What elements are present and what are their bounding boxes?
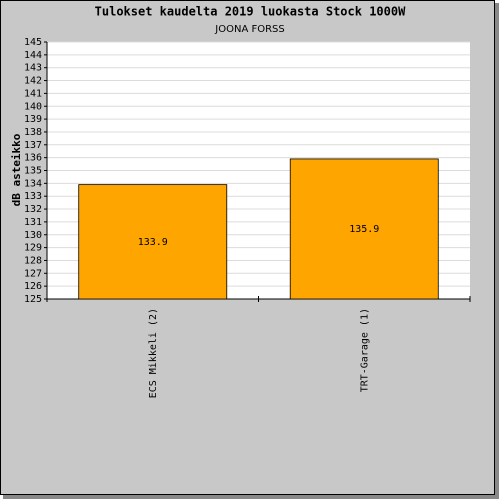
y-tick-label: 125	[24, 294, 42, 305]
y-tick-label: 138	[24, 127, 42, 138]
y-tick-label: 135	[24, 166, 42, 177]
y-tick-label: 140	[24, 101, 42, 112]
y-tick-label: 128	[24, 255, 42, 266]
y-tick-label: 131	[24, 217, 42, 228]
y-tick-label: 129	[24, 243, 42, 254]
y-tick-label: 143	[24, 63, 42, 74]
y-tick-label: 126	[24, 281, 42, 292]
y-tick-label: 142	[24, 76, 42, 87]
y-tick-label: 139	[24, 114, 42, 125]
y-tick-label: 137	[24, 140, 42, 151]
y-tick-label: 132	[24, 204, 42, 215]
bar	[289, 158, 439, 300]
bar	[78, 184, 228, 300]
y-tick-label: 130	[24, 230, 42, 241]
y-tick-label: 134	[24, 178, 42, 189]
x-tick-label: TRT-Garage (1)	[359, 308, 370, 392]
x-tick-label: ECS Mikkeli (2)	[148, 308, 159, 398]
y-tick-label: 127	[24, 268, 42, 279]
chart-subtitle: JOONA FORSS	[214, 24, 284, 35]
y-axis-label: dB asteikko	[10, 133, 23, 206]
y-tick-label: 136	[24, 153, 42, 164]
y-tick-label: 133	[24, 191, 42, 202]
y-tick-label: 144	[24, 50, 42, 61]
y-tick-label: 141	[24, 88, 42, 99]
value-label: 133.9	[138, 237, 168, 248]
y-tick-label: 145	[24, 37, 42, 48]
value-label: 135.9	[349, 224, 379, 235]
chart-title: Tulokset kaudelta 2019 luokasta Stock 10…	[95, 5, 406, 19]
